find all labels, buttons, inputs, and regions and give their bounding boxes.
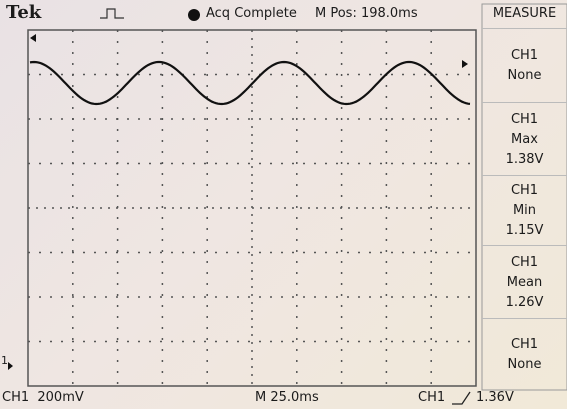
measure-source: CH1 (510, 48, 539, 63)
trigger-icon (100, 8, 124, 19)
acq-dot (188, 9, 200, 21)
menu-frame (481, 3, 567, 391)
position-arrow (30, 34, 36, 42)
channel-scale: CH1 200mV (2, 390, 84, 405)
measure-item[interactable]: CH1 Min 1.15V (482, 175, 567, 246)
acq-status: Acq Complete (206, 6, 297, 21)
trigger-level: 1.36V (476, 390, 514, 405)
measure-menu: MEASURE CH1 None CH1 Max 1.38V CH1 Min 1.15V CH1… (482, 4, 567, 390)
measure-value: 1.26V (505, 294, 544, 310)
measure-source: CH1 (510, 337, 539, 352)
channel-marker: 1 (1, 354, 8, 367)
measure-item[interactable]: CH1 None (482, 28, 567, 103)
trigger-source: CH1 (418, 390, 446, 405)
ground-arrow (8, 362, 13, 370)
measure-item[interactable]: CH1 None (482, 318, 567, 391)
measure-label: None (507, 68, 542, 83)
measure-value: 1.38V (505, 151, 544, 167)
measure-label: None (507, 357, 542, 372)
slope-icon (452, 391, 471, 405)
measure-item[interactable]: CH1 Mean 1.26V (482, 245, 567, 319)
measure-item[interactable]: CH1 Max 1.38V (482, 102, 567, 176)
measure-label: Max (511, 131, 538, 147)
measure-source: CH1 (510, 111, 539, 127)
measure-source: CH1 (510, 254, 539, 270)
position: M Pos: 198.0ms (315, 6, 418, 21)
measure-value: 1.15V (505, 223, 544, 238)
brand: Tek (6, 2, 42, 23)
timebase: M 25.0ms (255, 390, 319, 405)
waveform (29, 60, 471, 106)
measure-label: Mean (506, 274, 543, 290)
menu-title: MEASURE (492, 6, 557, 21)
trigger-arrow (462, 60, 468, 68)
measure-source: CH1 (510, 183, 539, 198)
measure-label: Min (512, 203, 537, 218)
